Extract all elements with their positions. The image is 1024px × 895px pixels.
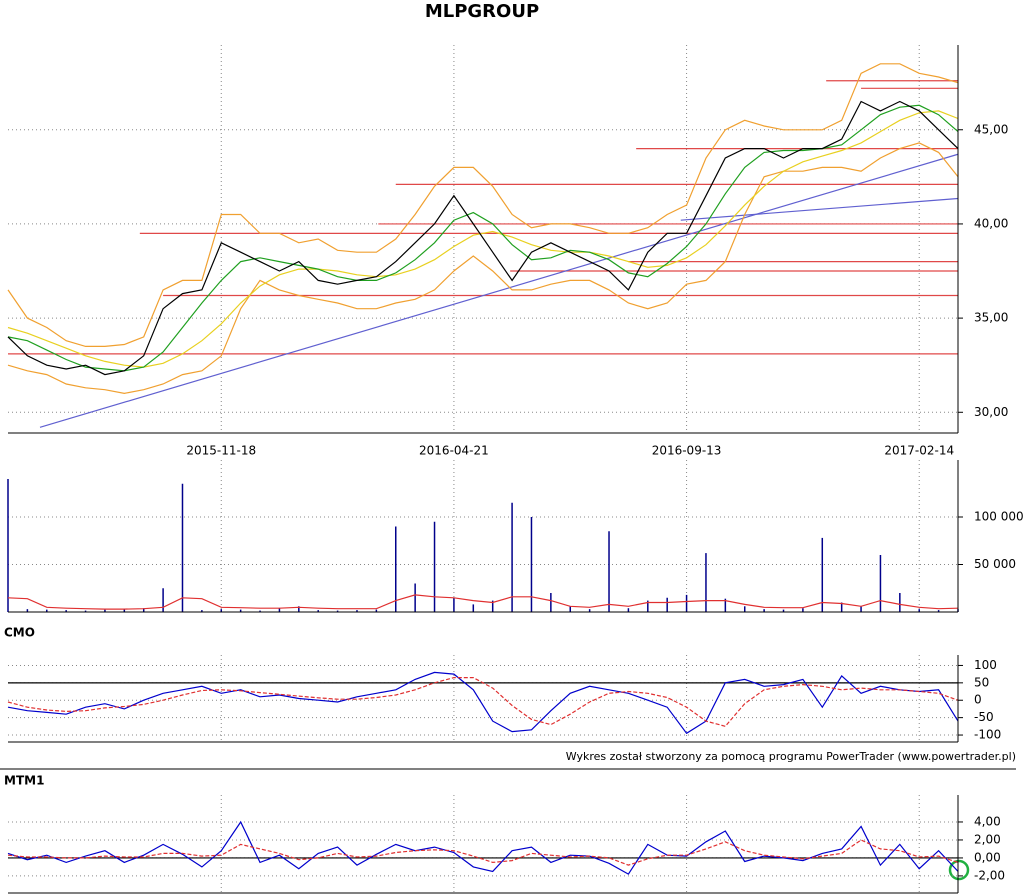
trend-line [680,197,959,221]
y-tick-label: 100 000 [974,510,1024,524]
x-tick-label: 2015-11-18 [186,444,256,458]
x-tick-label: 2016-09-13 [652,444,722,458]
y-tick-label: 45,00 [974,122,1008,136]
series-line [7,820,959,875]
trend-line [39,153,959,428]
y-tick-label: -50 [974,710,994,724]
y-tick-label: 35,00 [974,311,1008,325]
series-line [7,677,959,727]
y-tick-label: 30,00 [974,405,1008,419]
panel-title: MTM1 [4,774,44,788]
series-line [7,594,959,610]
series-line [7,100,959,376]
y-tick-label: 4,00 [974,814,1001,828]
series-line [7,839,959,866]
y-tick-label: -100 [974,728,1001,742]
y-tick-label: 100 [974,658,997,672]
x-tick-label: 2017-02-14 [884,444,954,458]
highlight-circle [948,859,970,881]
y-tick-label: 2,00 [974,832,1001,846]
y-tick-label: 0,00 [974,850,1001,864]
y-tick-label: 50 000 [974,557,1016,571]
y-tick-label: 40,00 [974,216,1008,230]
series-line [7,63,959,347]
x-tick-label: 2016-04-21 [419,444,489,458]
y-tick-label: 0 [974,693,982,707]
y-tick-label: 50 [974,675,989,689]
series-line [7,142,959,395]
credit: Wykres został stworzony za pomocą progra… [566,750,1016,763]
panel-title: MLPGROUP [425,1,539,22]
y-tick-label: -2,00 [974,868,1005,882]
series-line [7,110,959,368]
series-line [7,671,959,735]
panel-title: CMO [4,626,35,640]
